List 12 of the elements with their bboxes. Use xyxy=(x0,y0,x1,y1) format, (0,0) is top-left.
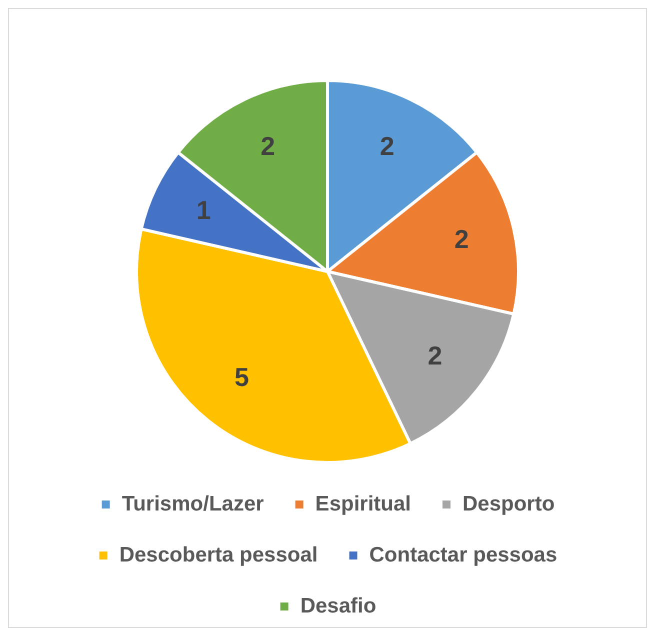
legend-label: Turismo/Lazer xyxy=(122,492,264,516)
legend-label: Desafio xyxy=(300,594,376,618)
data-label: 2 xyxy=(380,130,394,161)
data-label: 1 xyxy=(196,195,211,226)
legend-label: Espiritual xyxy=(315,492,412,516)
data-label: 2 xyxy=(260,130,276,161)
data-label: 2 xyxy=(454,224,469,254)
legend-label: Descoberta pessoal xyxy=(119,543,318,566)
data-label: 5 xyxy=(234,362,249,392)
legend-label: Contactar pessoas xyxy=(369,543,558,566)
data-label: 2 xyxy=(428,340,442,370)
legend-label: Desporto xyxy=(462,492,555,516)
